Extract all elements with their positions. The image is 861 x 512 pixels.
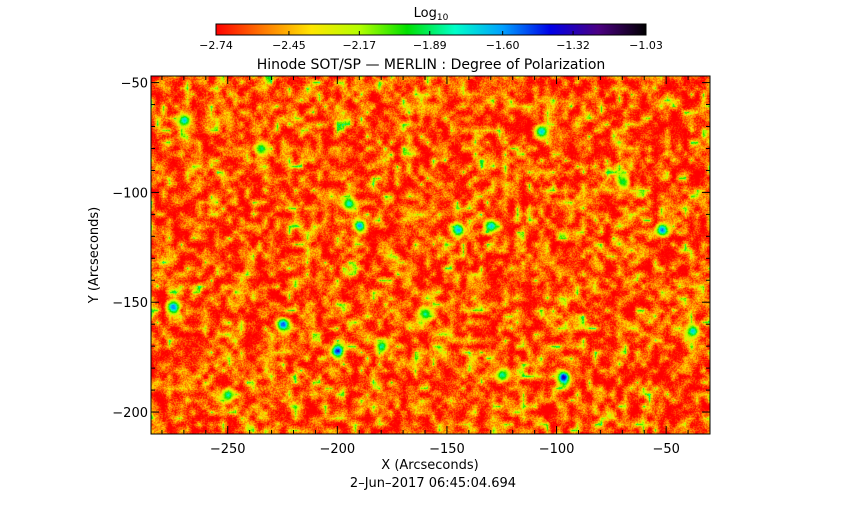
- colorbar-label-base: Log: [414, 6, 437, 21]
- colorbar-tick-label: −1.32: [556, 39, 590, 52]
- y-tick-label: −100: [112, 186, 148, 201]
- y-tick-label: −150: [112, 296, 148, 311]
- y-axis-ticks: −50 −100 −150 −200: [112, 77, 710, 435]
- x-tick-label: −200: [319, 442, 355, 457]
- y-tick-label: −50: [121, 77, 148, 92]
- colorbar-label-subscript: 10: [437, 13, 449, 23]
- x-tick-label: −50: [652, 442, 679, 457]
- colorbar: Log10 −2.74 −2.45 −2.17 −1.89 −1.60 −1.32 −1.0…: [199, 6, 663, 52]
- timestamp: 2–Jun–2017 06:45:04.694: [350, 476, 516, 491]
- x-tick-label: −250: [210, 442, 246, 457]
- chart-title: Hinode SOT/SP — MERLIN : Degree of Polar…: [257, 57, 606, 73]
- x-axis-label: X (Arcseconds): [381, 458, 478, 473]
- y-tick-label: −200: [112, 406, 148, 421]
- x-tick-label: −100: [539, 442, 575, 457]
- colorbar-tick-label: −1.60: [486, 39, 520, 52]
- colorbar-tick-label: −1.89: [413, 39, 447, 52]
- colorbar-tick-label: −2.17: [342, 39, 376, 52]
- x-tick-label: −150: [429, 442, 465, 457]
- plot-frame: [150, 75, 711, 435]
- colorbar-tick-label: −1.03: [629, 39, 663, 52]
- heatmap-image: [151, 76, 710, 434]
- x-axis-ticks: −250 −200 −150 −100 −50: [161, 76, 711, 457]
- colorbar-ticks: −2.74 −2.45 −2.17 −1.89 −1.60 −1.32 −1.03: [199, 31, 663, 52]
- colorbar-tick-label: −2.45: [272, 39, 306, 52]
- colorbar-tick-label: −2.74: [199, 39, 233, 52]
- plot-area: −250 −200 −150 −100 −50 −50 −100 −150 −200: [112, 75, 711, 457]
- colorbar-gradient: [215, 23, 647, 36]
- y-axis-label: Y (Arcseconds): [87, 207, 102, 304]
- colorbar-label: Log10: [414, 6, 449, 23]
